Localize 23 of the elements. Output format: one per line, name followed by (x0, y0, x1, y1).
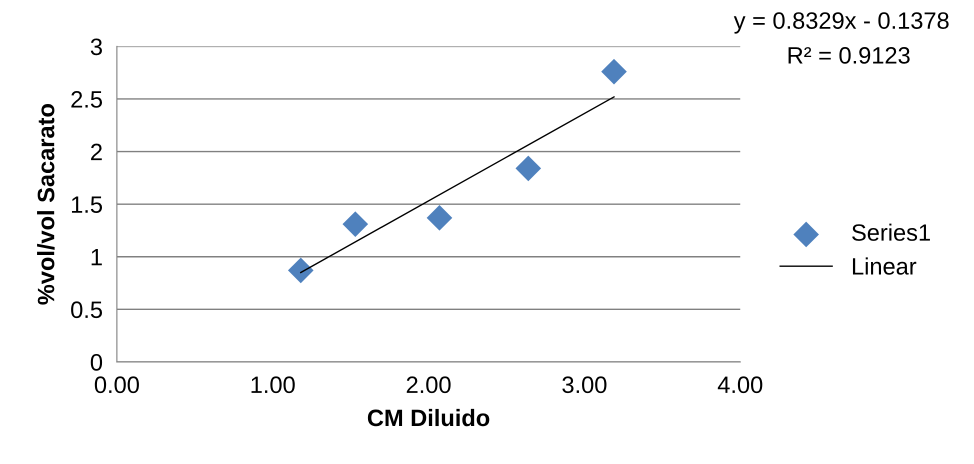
x-tick-label: 2.00 (406, 376, 451, 394)
y-tick-label: 2.5 (71, 91, 102, 108)
point (515, 156, 542, 182)
point (342, 211, 368, 237)
text: R² = 0.9123 (788, 47, 910, 64)
x-tick-label: 1.00 (252, 376, 295, 394)
x-tick-label: 0.00 (94, 376, 139, 394)
text: y = 0.8329x - 0.1378 (734, 12, 949, 34)
point (288, 258, 314, 284)
x-tick-label: 3.00 (562, 376, 606, 394)
point (601, 58, 627, 84)
y-axis-title: %vol/vol Sacarato (37, 104, 55, 305)
x-tick-label: 4.00 (718, 376, 762, 394)
y-tick-label: 2 (91, 144, 102, 160)
legend-label: Linear (852, 257, 916, 275)
point (426, 205, 452, 231)
y-tick-label: 3 (90, 38, 102, 56)
y-tick-label: 0.5 (71, 301, 102, 318)
x-axis-title: CM Diluido (368, 408, 490, 426)
y-tick-label: 1 (92, 249, 102, 266)
y-tick-label: 1.5 (72, 196, 102, 213)
y-tick-label: 0 (90, 354, 102, 371)
legend-label: Series1 (852, 224, 930, 241)
